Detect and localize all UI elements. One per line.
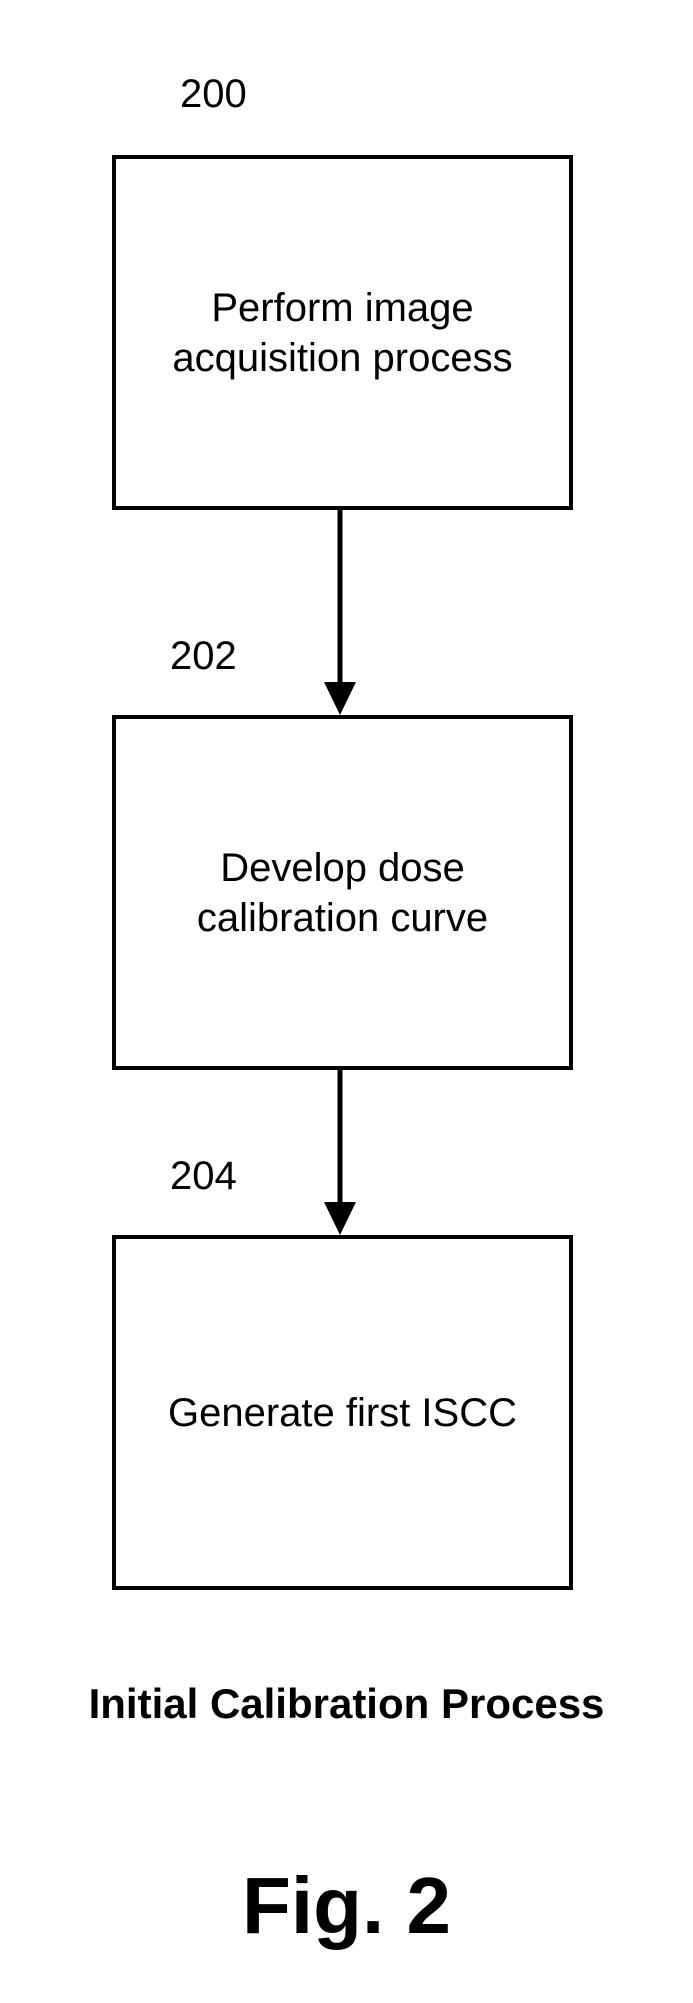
figure-label: Fig. 2 [0,1860,693,1952]
node-box-202: Develop dose calibration curve [112,715,573,1070]
node-text-204: Generate first ISCC [168,1388,517,1438]
node-box-204: Generate first ISCC [112,1235,573,1590]
node-text-202: Develop dose calibration curve [144,843,541,943]
node-label-204: 204 [170,1154,237,1199]
diagram-caption: Initial Calibration Process [0,1680,693,1728]
flowchart-canvas: 200 Perform image acquisition process 20… [0,0,693,2003]
node-text-200: Perform image acquisition process [144,283,541,383]
node-box-200: Perform image acquisition process [112,155,573,510]
node-label-200: 200 [180,72,247,117]
arrow-200-202 [310,510,370,715]
arrow-202-204 [310,1070,370,1235]
node-label-202: 202 [170,634,237,679]
